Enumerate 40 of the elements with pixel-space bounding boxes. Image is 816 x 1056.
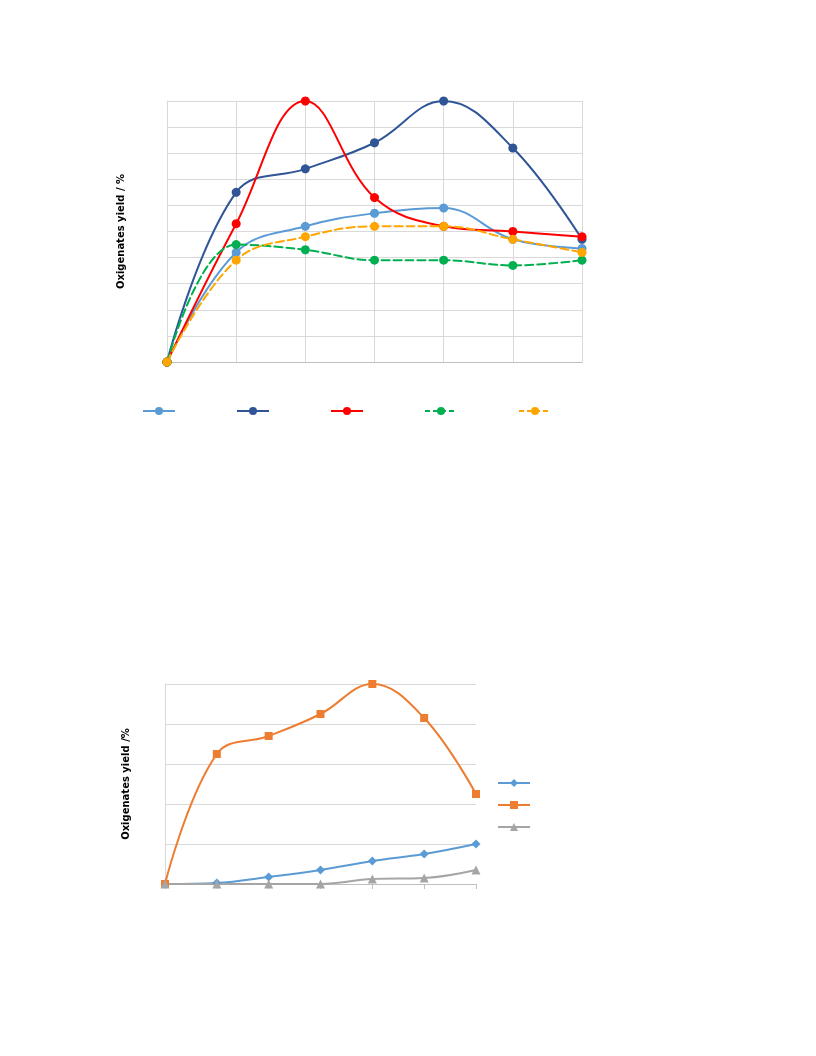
point — [508, 227, 518, 236]
point — [472, 790, 480, 798]
point — [370, 221, 379, 231]
point — [316, 879, 325, 889]
point — [212, 750, 221, 758]
y-axis-title: Oxigenates yield / % — [114, 173, 126, 290]
point — [264, 872, 274, 882]
point — [577, 255, 587, 265]
point — [370, 208, 379, 218]
point — [368, 680, 377, 688]
y-axis-title: Oxigenates yield /% — [119, 728, 131, 840]
point — [231, 255, 241, 265]
point — [316, 710, 325, 718]
point — [471, 839, 481, 849]
point — [370, 255, 379, 265]
point — [508, 143, 518, 153]
point — [300, 96, 310, 106]
point — [300, 221, 310, 231]
point — [439, 96, 449, 106]
point — [439, 255, 449, 265]
point — [231, 240, 241, 250]
point — [370, 138, 379, 148]
point — [471, 865, 481, 875]
point — [300, 245, 310, 255]
point — [419, 873, 429, 883]
point — [231, 187, 241, 197]
point — [367, 856, 377, 866]
point — [300, 164, 310, 174]
point — [264, 732, 273, 740]
point — [508, 260, 518, 270]
point — [419, 849, 429, 859]
point — [316, 865, 325, 875]
point — [577, 247, 587, 257]
point — [264, 879, 274, 889]
point — [370, 193, 379, 203]
point — [439, 203, 449, 213]
point — [420, 714, 429, 722]
point — [231, 219, 241, 229]
point — [367, 874, 377, 884]
point — [300, 232, 310, 242]
